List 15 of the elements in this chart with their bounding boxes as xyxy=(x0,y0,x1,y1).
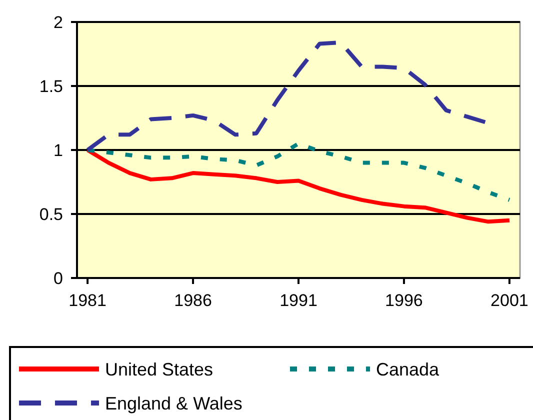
y-tick-label: 1 xyxy=(54,140,63,160)
x-tick-label: 1991 xyxy=(280,291,318,310)
x-tick-label: 1981 xyxy=(68,291,106,310)
line-series xyxy=(86,142,512,202)
y-tick-label: 1.5 xyxy=(39,76,63,96)
y-tick-label: 0.5 xyxy=(39,204,63,224)
x-tick-label: 1996 xyxy=(385,291,423,310)
x-tick-label: 1986 xyxy=(174,291,212,310)
legend-label: England & Wales xyxy=(105,393,242,414)
x-tick-label: 2001 xyxy=(490,291,528,310)
legend-label: Canada xyxy=(376,359,440,380)
y-tick-label: 0 xyxy=(54,268,63,288)
legend-label: United States xyxy=(105,359,214,380)
y-tick-label: 2 xyxy=(54,12,63,32)
line-series xyxy=(86,148,512,224)
